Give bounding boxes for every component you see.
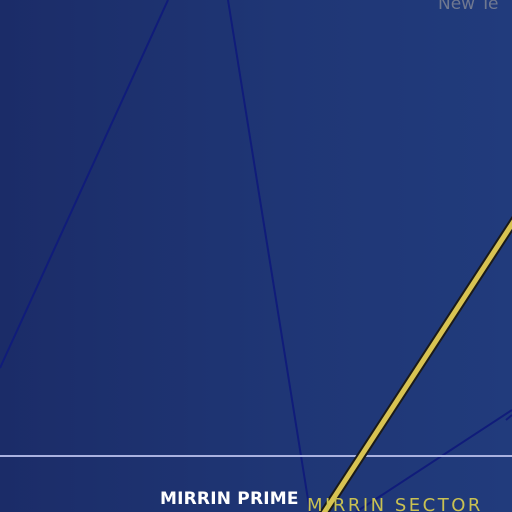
hyperlane-right-edge xyxy=(505,414,512,421)
hyperlane-left xyxy=(0,0,169,369)
sector-label-mirrin-sector: MIRRIN SECTOR xyxy=(307,495,483,512)
travel-route-line[interactable] xyxy=(321,218,512,512)
hyperlane-lower-right xyxy=(355,409,512,512)
hyperlane-center xyxy=(227,0,311,512)
system-label-new-te[interactable]: New Te xyxy=(438,0,499,14)
system-label-mirrin-prime[interactable]: MIRRIN PRIME xyxy=(160,489,299,509)
